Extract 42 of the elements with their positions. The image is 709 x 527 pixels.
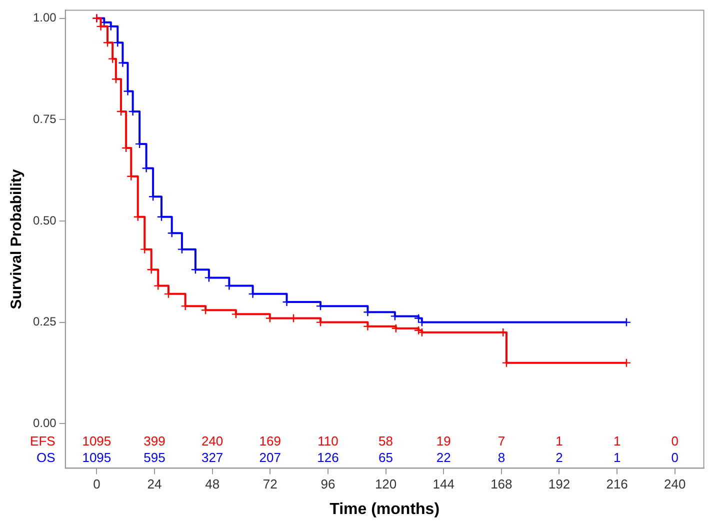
annotation: 19	[436, 433, 451, 448]
annotation: 65	[378, 450, 394, 465]
y-axis-title: Survival Probability	[8, 168, 26, 310]
annotation: 0	[671, 433, 679, 448]
annotation: 207	[259, 450, 281, 465]
x-tick-label: 216	[606, 476, 628, 492]
annotation: 1	[613, 450, 621, 465]
x-tick-label: 240	[664, 476, 686, 492]
annotation: 22	[436, 450, 451, 465]
annotation: 240	[201, 433, 224, 448]
annotation: 169	[259, 433, 281, 448]
annotation: 1	[556, 433, 563, 448]
x-tick-label: 120	[374, 476, 397, 492]
annotation: 8	[498, 450, 506, 465]
text: EFS	[30, 433, 56, 448]
x-tick-label: 48	[205, 476, 220, 492]
text: OS	[36, 450, 56, 465]
annotation: 595	[144, 450, 166, 465]
x-tick-label: 0	[93, 476, 100, 492]
y-tick-label: 0.50	[32, 213, 57, 228]
annotation: 7	[498, 433, 506, 448]
annotation: 1095	[82, 450, 112, 465]
annotation: 58	[378, 433, 394, 448]
x-tick-label: 168	[490, 476, 512, 492]
annotation: 126	[317, 450, 339, 465]
y-tick-label: 1.00	[32, 10, 57, 25]
annotation: 399	[144, 433, 166, 448]
x-tick-label: 144	[432, 476, 454, 492]
x-tick-label: 96	[320, 476, 336, 492]
annotation: 327	[201, 450, 224, 465]
annotation: 2	[556, 450, 563, 465]
x-tick-label: 192	[548, 476, 570, 492]
x-axis-title: Time (months)	[330, 500, 440, 518]
y-tick-label: 0.25	[32, 314, 57, 329]
x-tick-label: 24	[147, 476, 162, 492]
annotation: 110	[318, 433, 338, 448]
y-tick-label: 0.75	[32, 112, 57, 126]
annotation: 1095	[82, 433, 112, 448]
annotation: 1	[613, 433, 621, 448]
annotation: 0	[671, 450, 679, 465]
y-tick-label: 0.00	[32, 416, 57, 430]
x-tick-label: 72	[262, 476, 278, 492]
